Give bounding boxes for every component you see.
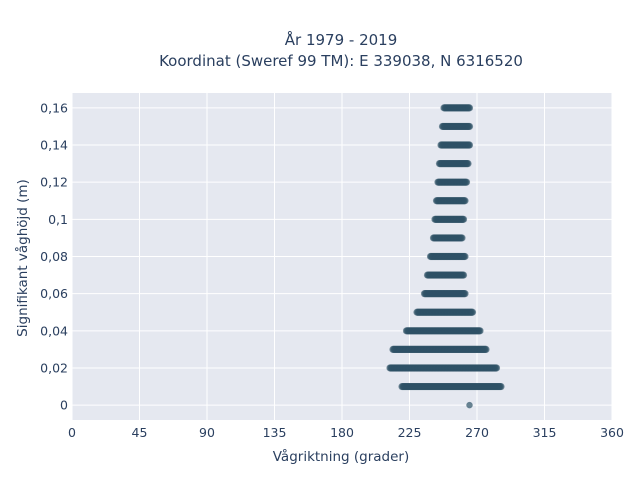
data-point [461,252,469,261]
y-tick-label: 0,08 [40,249,68,264]
y-tick-labels: 0 0,02 0,04 0,06 0,08 0,1 0,12 0,14 0,16 [40,100,68,412]
x-axis-title: Vågriktning (grader) [273,448,410,465]
chart-title-line-2: Koordinat (Sweref 99 TM): E 339038, N 63… [159,52,523,70]
data-point [468,308,477,316]
x-tick-label: 45 [132,425,148,440]
x-tick-label: 315 [533,425,557,440]
data-point [462,178,471,186]
y-tick-label: 0,1 [48,212,68,227]
data-point [497,382,505,391]
data-point [459,215,468,223]
y-tick-label: 0,02 [40,360,68,375]
chart-title-line-1: År 1979 - 2019 [285,30,398,49]
data-point [458,234,466,242]
x-tick-label: 180 [330,425,354,440]
x-tick-label: 225 [398,425,422,440]
y-tick-label: 0,16 [40,100,68,115]
data-point [461,197,469,205]
y-tick-label: 0,04 [40,323,68,338]
data-point [464,160,472,168]
x-tick-label: 270 [465,425,489,440]
data-point [465,122,474,131]
grid-lines [71,93,613,420]
y-tick-label: 0 [60,398,68,413]
y-tick-label: 0,06 [40,286,68,301]
data-points [386,104,505,409]
y-tick-label: 0,14 [40,138,68,153]
y-axis-title: Signifikant våghöjd (m) [14,179,31,337]
data-point [476,327,484,335]
y-tick-label: 0,12 [40,175,68,190]
x-tick-label: 90 [199,425,215,440]
x-tick-labels: 0 45 90 135 180 225 270 315 360 [68,425,624,440]
x-tick-label: 0 [68,425,76,440]
data-point [465,141,474,149]
data-point [482,345,490,353]
data-point [461,290,469,298]
x-tick-label: 360 [600,425,624,440]
data-point [492,364,501,372]
data-point [465,104,474,112]
x-tick-label: 135 [263,425,287,440]
data-point [466,401,473,409]
data-point [459,271,468,279]
